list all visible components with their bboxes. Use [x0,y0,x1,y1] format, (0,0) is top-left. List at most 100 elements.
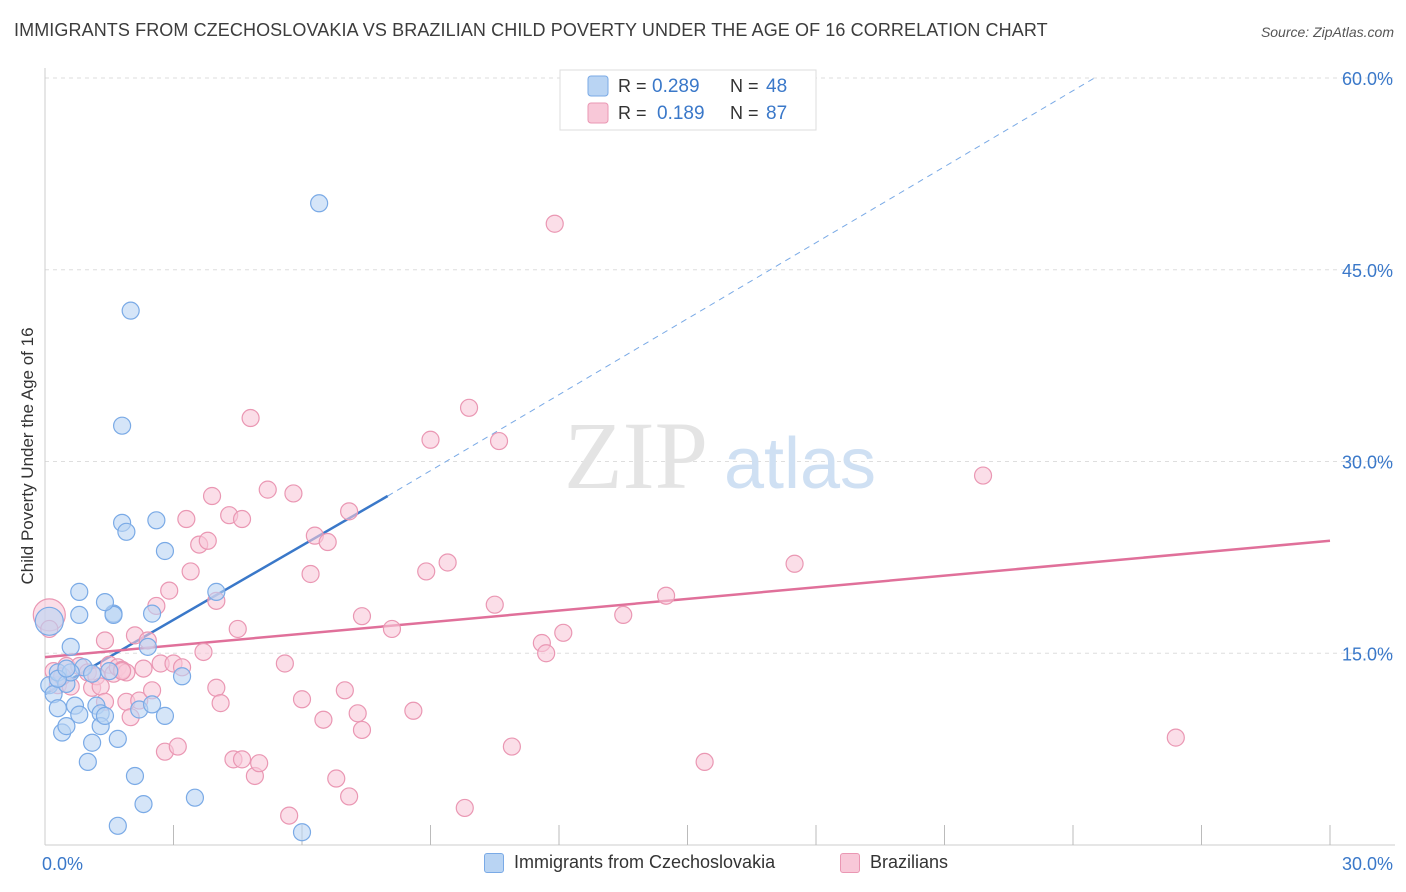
point-czechoslovakia-8 [61,637,80,656]
axes [44,68,1395,846]
point-czechoslovakia-28 [121,301,140,320]
point-czechoslovakia-39 [185,788,205,807]
point-brazilians-69 [455,798,474,818]
point-czechoslovakia-18 [95,706,115,725]
legend-r-label-1: R = [618,76,647,96]
point-brazilians-35 [198,531,217,550]
point-brazilians-62 [352,607,372,626]
y-tick-label-2: 45.0% [1342,261,1393,281]
point-czechoslovakia-34 [147,511,166,530]
point-brazilians-11 [95,631,115,650]
legend-n-value-2: 87 [766,103,787,124]
point-czechoslovakia-3 [48,699,67,718]
point-brazilians-78 [614,605,633,625]
points-brazilians [32,214,1185,825]
chart-title: IMMIGRANTS FROM CZECHOSLOVAKIA VS BRAZIL… [14,20,1048,40]
x-tick-label-1: 30.0% [1342,854,1393,874]
legend-item-czechoslovakia: Immigrants from Czechoslovakia [484,852,775,873]
points-czechoslovakia [34,194,329,842]
point-czechoslovakia-11 [70,605,89,625]
point-brazilians-52 [292,690,312,709]
point-brazilians-79 [656,586,676,605]
point-brazilians-42 [228,619,247,639]
point-brazilians-43 [232,750,252,769]
y-tick-label-1: 30.0% [1342,453,1393,473]
legend-n-value-1: 48 [766,76,787,97]
point-czechoslovakia-42 [310,194,329,213]
point-brazilians-63 [340,502,359,521]
point-brazilians-39 [211,694,230,713]
point-czechoslovakia-13 [78,752,97,772]
point-czechoslovakia-27 [117,522,136,541]
point-czechoslovakia-0 [34,606,64,636]
point-brazilians-56 [318,532,337,552]
x-tick-labels: 0.0% 30.0% [42,854,1393,874]
point-brazilians-60 [348,704,367,723]
point-brazilians-38 [207,678,226,697]
legend-bottom: Immigrants from Czechoslovakia Brazilian… [0,852,1406,878]
gridlines [45,77,1395,654]
point-brazilians-48 [258,480,277,499]
trend-czechoslovakia-dashed [387,77,1095,497]
trend-line-czechoslovakia [44,77,1095,696]
point-czechoslovakia-32 [138,637,157,656]
point-czechoslovakia-22 [108,729,127,748]
point-brazilians-29 [168,737,187,756]
point-brazilians-47 [250,754,269,773]
point-brazilians-83 [1166,728,1185,747]
point-brazilians-27 [160,581,179,600]
legend-label-czechoslovakia: Immigrants from Czechoslovakia [514,852,776,872]
point-brazilians-44 [232,509,252,529]
point-czechoslovakia-37 [155,706,175,725]
point-brazilians-53 [301,564,320,584]
point-brazilians-21 [134,659,153,678]
point-brazilians-66 [417,562,436,581]
point-czechoslovakia-31 [134,794,153,814]
point-brazilians-45 [241,408,260,428]
legend-n-label-2: N = [730,103,759,123]
legend-swatch-brazilians [587,102,609,124]
trend-brazilians [44,539,1331,659]
point-czechoslovakia-45 [83,664,102,683]
point-czechoslovakia-24 [95,593,115,612]
point-czechoslovakia-35 [142,695,162,714]
chart-source: Source: ZipAtlas.com [1260,24,1394,40]
point-brazilians-73 [502,737,521,756]
watermark-zip: ZIP [564,402,708,509]
point-brazilians-34 [194,642,213,662]
legend-r-value-2: 0.189 [657,103,705,124]
legend-top: R = 0.289 N = 48 R = 0.189 N = 87 [559,69,817,131]
legend-swatch-czechoslovakia [587,75,609,97]
legend-r-value-1: 0.289 [652,76,700,97]
point-czechoslovakia-21 [104,605,123,625]
point-brazilians-71 [485,595,504,614]
point-brazilians-58 [335,681,354,700]
point-brazilians-80 [695,752,714,772]
point-brazilians-64 [382,619,402,639]
legend-swatch-bottom-brazilians [840,852,860,873]
watermark: ZIP atlas [564,402,876,509]
point-czechoslovakia-25 [112,416,132,435]
point-brazilians-36 [202,486,222,506]
point-czechoslovakia-23 [108,816,127,835]
y-tick-label-3: 60.0% [1342,69,1393,89]
point-czechoslovakia-19 [100,662,119,681]
point-czechoslovakia-10 [70,705,89,724]
legend-r-label-2: R = [618,103,647,123]
point-czechoslovakia-47 [57,659,76,678]
legend-swatch-bottom-czechoslovakia [484,852,504,873]
point-czechoslovakia-33 [142,604,162,623]
point-brazilians-49 [275,654,294,673]
point-brazilians-57 [327,769,346,788]
point-czechoslovakia-38 [172,667,192,686]
point-brazilians-50 [280,806,299,825]
y-tick-labels: 15.0% 30.0% 45.0% 60.0% [1342,69,1393,664]
y-tick-label-0: 15.0% [1342,644,1393,664]
point-czechoslovakia-40 [207,582,226,601]
point-brazilians-32 [181,562,200,581]
point-czechoslovakia-41 [292,823,312,842]
legend-item-brazilians: Brazilians [840,852,948,873]
point-brazilians-70 [459,398,479,417]
point-brazilians-31 [177,509,196,529]
point-brazilians-65 [404,701,423,720]
